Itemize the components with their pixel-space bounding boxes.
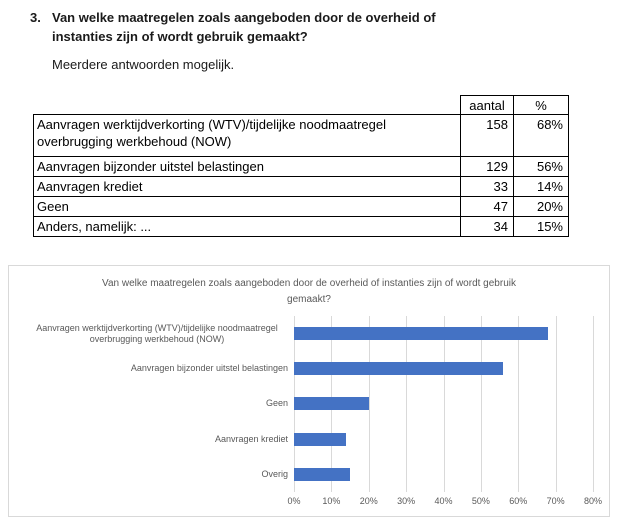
- col-header-aantal: aantal: [460, 95, 514, 115]
- bar: [294, 432, 347, 446]
- category-axis: Aanvragen werktijdverkorting (WTV)/tijde…: [9, 316, 288, 492]
- pct-cell: 15%: [513, 216, 569, 237]
- category-label: Aanvragen krediet: [9, 422, 288, 457]
- table-row: Geen 47 20%: [33, 196, 569, 217]
- gridline: [593, 316, 594, 492]
- aantal-cell: 129: [460, 156, 514, 177]
- pct-cell: 14%: [513, 176, 569, 197]
- bar: [294, 467, 351, 481]
- x-axis-label: 70%: [546, 496, 565, 506]
- aantal-cell: 34: [460, 216, 514, 237]
- x-axis-label: 20%: [359, 496, 378, 506]
- category-label: Overig: [9, 457, 288, 492]
- row-label-cell: Aanvragen werktijdverkorting (WTV)/tijde…: [33, 114, 461, 157]
- bar: [294, 362, 504, 376]
- x-axis-label: 50%: [471, 496, 490, 506]
- pct-cell: 20%: [513, 196, 569, 217]
- gridline: [480, 316, 482, 492]
- results-table-body: Aanvragen werktijdverkorting (WTV)/tijde…: [33, 114, 569, 237]
- pct-cell: 56%: [513, 156, 569, 177]
- header-spacer-cell: [34, 96, 461, 115]
- x-axis-label: 40%: [434, 496, 453, 506]
- gridline: [555, 316, 557, 492]
- survey-bar-chart: Van welke maatregelen zoals aangeboden d…: [8, 265, 610, 517]
- question-text: Van welke maatregelen zoals aangeboden d…: [52, 10, 436, 44]
- bar: [294, 327, 549, 341]
- category-label-text: Aanvragen krediet: [214, 433, 288, 444]
- gridline: [406, 316, 408, 492]
- category-label-text: Aanvragen bijzonder uitstel belastingen: [130, 363, 288, 374]
- aantal-cell: 33: [460, 176, 514, 197]
- results-table: aantal % Aanvragen werktijdverkorting (W…: [33, 95, 569, 237]
- category-label: Aanvragen werktijdverkorting (WTV)/tijde…: [9, 316, 288, 351]
- gridline: [518, 316, 520, 492]
- category-label-text: Geen: [265, 398, 288, 409]
- row-label-cell: Geen: [33, 196, 461, 217]
- chart-title-line-2: gemaakt?: [287, 294, 331, 305]
- chart-title: Van welke maatregelen zoals aangeboden d…: [9, 276, 609, 308]
- bar-row: [294, 422, 593, 457]
- question-number: 3.: [30, 10, 41, 25]
- bar-row: [294, 351, 593, 386]
- row-label-cell: Aanvragen bijzonder uitstel belastingen: [33, 156, 461, 177]
- bar: [294, 397, 369, 411]
- category-label: Aanvragen bijzonder uitstel belastingen: [9, 351, 288, 386]
- gridline: [443, 316, 445, 492]
- category-label: Geen: [9, 386, 288, 421]
- bar-row: [294, 316, 593, 351]
- aantal-cell: 47: [460, 196, 514, 217]
- category-label-text: Overig: [261, 468, 288, 479]
- row-label-cell: Aanvragen krediet: [33, 176, 461, 197]
- col-header-pct: %: [513, 95, 569, 115]
- question-note: Meerdere antwoorden mogelijk.: [52, 57, 235, 72]
- question-block: 3. Van welke maatregelen zoals aangebode…: [30, 8, 497, 46]
- x-axis-label: 80%: [583, 496, 603, 506]
- x-axis-label: 10%: [322, 496, 341, 506]
- table-row: Aanvragen bijzonder uitstel belastingen 1…: [33, 156, 569, 177]
- row-label-cell: Anders, namelijk: ...: [33, 216, 461, 237]
- gridline: [368, 316, 370, 492]
- category-label-text: Aanvragen werktijdverkorting (WTV)/tijde…: [36, 322, 278, 344]
- pct-cell: 68%: [513, 114, 569, 157]
- table-row: Anders, namelijk: ... 34 15%: [33, 216, 569, 237]
- table-header-row: aantal %: [34, 95, 569, 115]
- chart-plot-area: [294, 316, 594, 492]
- bar-row: [294, 457, 593, 492]
- chart-title-line-1: Van welke maatregelen zoals aangeboden d…: [102, 278, 516, 289]
- x-axis-label: 0%: [287, 496, 301, 506]
- table-row: Aanvragen werktijdverkorting (WTV)/tijde…: [33, 114, 569, 157]
- bar-row: [294, 386, 593, 421]
- x-axis: 0% 10% 20% 30% 40% 50% 60% 70% 80%: [287, 496, 602, 510]
- x-axis-label: 30%: [397, 496, 416, 506]
- aantal-cell: 158: [460, 114, 514, 157]
- x-axis-label: 60%: [509, 496, 528, 506]
- table-row: Aanvragen krediet 33 14%: [33, 176, 569, 197]
